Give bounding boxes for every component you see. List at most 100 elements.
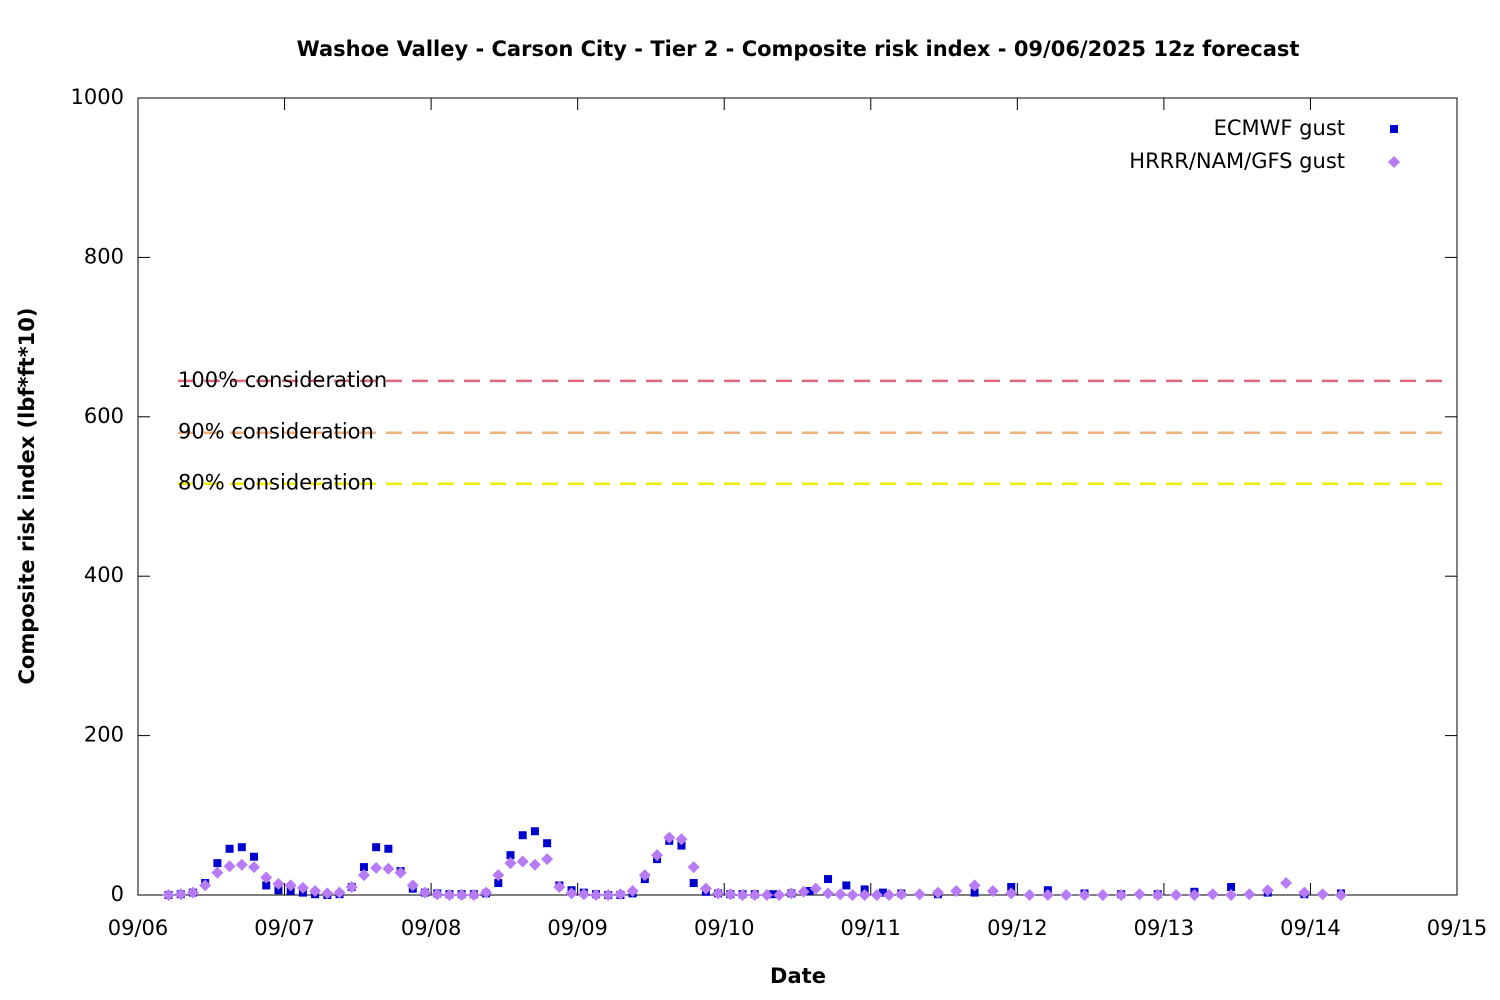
- x-tick-label: 09/08: [401, 916, 462, 940]
- data-point: [359, 863, 368, 872]
- data-point: [431, 888, 444, 901]
- data-point: [1261, 884, 1274, 897]
- data-point: [846, 889, 859, 901]
- chart-title: Washoe Valley - Carson City - Tier 2 - C…: [297, 37, 1300, 61]
- data-point: [1316, 888, 1329, 901]
- data-point: [769, 890, 778, 899]
- data-point: [858, 889, 871, 901]
- data-point: [689, 879, 698, 888]
- threshold-label: 80% consideration: [178, 471, 374, 495]
- x-tick-label: 09/15: [1427, 916, 1488, 940]
- data-point: [677, 841, 686, 850]
- x-tick-label: 09/09: [547, 916, 608, 940]
- data-point: [174, 888, 187, 901]
- data-point: [878, 888, 887, 897]
- data-point: [225, 844, 234, 853]
- threshold-label: 100% consideration: [178, 368, 387, 392]
- data-point: [626, 885, 639, 898]
- x-tick-label: 09/06: [108, 916, 169, 940]
- data-point: [1060, 889, 1073, 901]
- data-point: [565, 887, 578, 900]
- y-tick-label: 400: [84, 563, 124, 587]
- plot-frame: [137, 97, 1458, 896]
- data-point: [516, 855, 529, 868]
- data-point: [824, 875, 833, 884]
- y-tick-label: 600: [84, 404, 124, 428]
- x-tick-label: 09/11: [841, 916, 902, 940]
- data-point: [1151, 889, 1164, 901]
- data-point: [1334, 889, 1347, 901]
- data-point: [321, 887, 334, 900]
- data-point: [699, 882, 712, 895]
- data-point: [530, 827, 539, 836]
- data-point: [1243, 888, 1256, 901]
- data-point: [370, 861, 383, 874]
- data-point: [1023, 889, 1036, 901]
- data-point: [480, 886, 493, 899]
- data-point: [913, 888, 926, 901]
- data-point: [736, 889, 749, 901]
- data-point: [553, 881, 566, 894]
- x-tick-label: 09/07: [254, 916, 315, 940]
- data-point: [724, 888, 737, 901]
- data-point: [931, 886, 944, 899]
- data-point: [1206, 888, 1219, 901]
- x-tick-label: 09/14: [1280, 916, 1341, 940]
- data-point: [589, 889, 602, 901]
- data-point: [1096, 889, 1109, 901]
- x-tick-label: 09/13: [1134, 916, 1195, 940]
- threshold-label: 90% consideration: [178, 420, 374, 444]
- data-point: [1298, 886, 1311, 899]
- data-point: [494, 879, 503, 888]
- data-point: [235, 858, 248, 871]
- data-point: [712, 887, 725, 900]
- data-point: [333, 886, 346, 899]
- y-tick-label: 0: [111, 882, 124, 906]
- data-point: [248, 861, 261, 874]
- data-point: [797, 885, 810, 898]
- data-point: [687, 861, 700, 874]
- y-axis-label: Composite risk index (lbf*ft*10): [15, 307, 39, 684]
- data-point: [309, 885, 322, 898]
- data-point: [406, 879, 419, 892]
- data-point: [211, 866, 224, 879]
- data-point: [186, 886, 199, 899]
- data-point: [785, 887, 798, 900]
- data-point: [237, 843, 246, 852]
- data-point: [504, 857, 517, 870]
- data-point: [950, 885, 963, 898]
- legend-marker: [1390, 125, 1398, 133]
- data-point: [162, 889, 175, 901]
- data-point: [541, 853, 554, 866]
- data-point: [284, 879, 297, 892]
- data-point: [528, 858, 541, 871]
- data-point: [760, 889, 773, 901]
- data-point: [419, 886, 432, 899]
- data-point: [986, 885, 999, 898]
- data-point: [1170, 889, 1183, 901]
- legend-label: HRRR/NAM/GFS gust: [1129, 149, 1345, 173]
- data-point: [1225, 889, 1238, 901]
- y-tick-label: 200: [84, 723, 124, 747]
- data-point: [199, 879, 212, 892]
- data-point: [1115, 889, 1128, 901]
- data-point: [213, 859, 222, 868]
- data-point: [250, 852, 259, 861]
- data-point: [296, 881, 309, 894]
- data-point: [543, 839, 552, 848]
- data-point: [1041, 889, 1054, 901]
- data-point: [262, 881, 271, 890]
- data-point: [773, 889, 786, 901]
- data-point: [1227, 883, 1236, 892]
- data-point: [1133, 888, 1146, 901]
- x-tick-label: 09/10: [694, 916, 755, 940]
- x-tick-label: 09/12: [987, 916, 1048, 940]
- data-point: [518, 831, 527, 840]
- data-point: [394, 866, 407, 879]
- data-point: [651, 849, 664, 862]
- data-point: [443, 889, 456, 901]
- data-point: [822, 887, 835, 900]
- data-point: [272, 877, 285, 890]
- data-point: [384, 844, 393, 853]
- data-point: [506, 851, 515, 860]
